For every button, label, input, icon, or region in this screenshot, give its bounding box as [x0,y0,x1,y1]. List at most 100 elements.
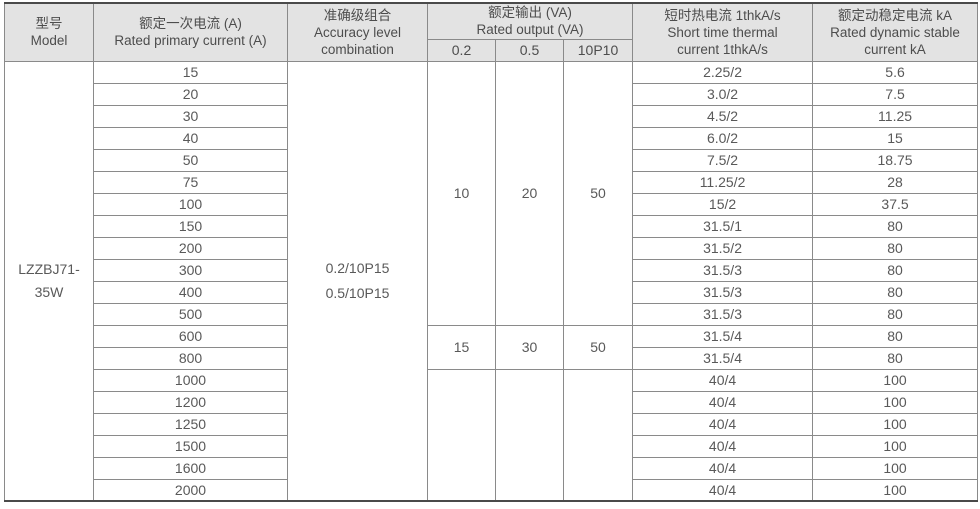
header-accuracy-en1: Accuracy level [313,24,402,40]
thermal-current-cell: 3.0/2 [632,82,814,106]
table-row: 800 31.5/4 80 [5,346,979,370]
table-row: 20 3.0/2 7.5 [5,82,979,106]
header-rated-output-en: Rated output (VA) [476,22,584,38]
dynamic-current-cell: 80 [812,280,979,304]
primary-current-cell: 2000 [93,478,288,502]
header-primary-current-en: Rated primary current (A) [114,33,267,49]
header-output-0-5: 0.5 [495,38,564,62]
dynamic-current-cell: 100 [812,434,979,458]
table-header: 型号 Model 额定一次电流 (A) Rated primary curren… [4,2,979,62]
output-cell-10P10 [562,368,634,502]
primary-current-cell: 1600 [93,456,288,480]
header-model-en: Model [30,33,68,49]
header-thermal-zh: 短时热电流 1thkA/s [664,7,781,23]
primary-current-cell: 75 [93,170,288,194]
header-dynamic-zh: 额定动稳定电流 kA [838,7,953,23]
table-row: 75 11.25/2 28 [5,170,979,194]
dynamic-current-cell: 100 [812,368,979,392]
dynamic-current-cell: 100 [812,390,979,414]
dynamic-current-cell: 100 [812,478,979,502]
dynamic-current-cell: 15 [812,126,979,150]
accuracy-cell: 0.2/10P15 0.5/10P15 [287,60,428,502]
header-output-0-2: 0.2 [427,38,496,62]
header-dynamic-en2: current kA [864,41,926,57]
output-cell-0.5 [495,368,564,502]
primary-current-cell: 100 [93,192,288,216]
thermal-current-cell: 31.5/4 [632,324,814,348]
table-row: LZZBJ71- 35W 15 0.2/10P15 0.5/10P15 10 20 50 2… [4,60,979,502]
table-row: 300 31.5/3 80 [5,258,979,282]
dynamic-current-cell: 80 [812,302,979,326]
header-accuracy-zh: 准确级组合 [323,7,392,23]
thermal-current-cell: 40/4 [632,478,814,502]
dynamic-current-cell: 18.75 [812,148,979,172]
output-cell-0.5: 20 [495,60,564,326]
dynamic-current-cell: 37.5 [812,192,979,216]
model-cell: LZZBJ71- 35W [4,60,94,502]
dynamic-current-cell: 80 [812,236,979,260]
thermal-current-cell: 2.25/2 [632,60,814,84]
thermal-current-cell: 40/4 [632,434,814,458]
output-cell-10P10: 50 [562,60,634,326]
table-row: 2000 40/4 100 [5,478,979,502]
output-cell-0.2 [427,368,496,502]
header-accuracy-en2: combination [321,41,394,57]
output-cell-0.5: 30 [495,324,564,370]
primary-current-cell: 400 [93,280,288,304]
header-dynamic-en1: Rated dynamic stable [830,24,960,40]
table-row: 200 31.5/2 80 [5,236,979,260]
table-row: 1500 40/4 100 [5,434,979,458]
primary-current-cell: 50 [93,148,288,172]
primary-current-cell: 150 [93,214,288,238]
primary-current-cell: 500 [93,302,288,326]
thermal-current-cell: 40/4 [632,412,814,436]
dynamic-current-cell: 100 [812,412,979,436]
header-model-zh: 型号 [35,16,63,32]
header-dynamic: 额定动稳定电流 kA Rated dynamic stable current … [812,2,979,62]
header-thermal-en2: current 1thkA/s [677,41,768,57]
primary-current-cell: 40 [93,126,288,150]
table-row: 100 15/2 37.5 [5,192,979,216]
primary-current-cell: 30 [93,104,288,128]
header-primary-current-zh: 额定一次电流 (A) [139,16,242,32]
primary-current-cell: 15 [93,60,288,84]
dynamic-current-cell: 80 [812,258,979,282]
thermal-current-cell: 40/4 [632,456,814,480]
table-row: 50 7.5/2 18.75 [5,148,979,172]
primary-current-cell: 600 [93,324,288,348]
header-thermal-en1: Short time thermal [667,24,778,40]
table-row: 30 4.5/2 11.25 [5,104,979,128]
dynamic-current-cell: 80 [812,214,979,238]
primary-current-cell: 1500 [93,434,288,458]
primary-current-cell: 300 [93,258,288,282]
primary-current-cell: 1250 [93,412,288,436]
thermal-current-cell: 15/2 [632,192,814,216]
primary-current-cell: 800 [93,346,288,370]
header-rated-output: 额定输出 (VA) Rated output (VA) [426,2,634,40]
output-cell-0.2: 10 [427,60,496,326]
output-cell-0.2: 15 [427,324,496,370]
table-row: 150 31.5/1 80 [5,214,979,238]
thermal-current-cell: 7.5/2 [632,148,814,172]
thermal-current-cell: 11.25/2 [632,170,814,194]
thermal-current-cell: 31.5/4 [632,346,814,370]
thermal-current-cell: 40/4 [632,368,814,392]
table-row: 400 31.5/3 80 [5,280,979,304]
dynamic-current-cell: 5.6 [812,60,979,84]
header-model: 型号 Model [4,2,94,62]
header-output-10p10: 10P10 [562,38,634,62]
thermal-current-cell: 31.5/1 [632,214,814,238]
thermal-current-cell: 31.5/2 [632,236,814,260]
dynamic-current-cell: 100 [812,456,979,480]
thermal-current-cell: 6.0/2 [632,126,814,150]
primary-current-cell: 200 [93,236,288,260]
dynamic-current-cell: 80 [812,346,979,370]
table-row: 600 15 30 50 31.5/4 80 [5,324,979,370]
dynamic-current-cell: 80 [812,324,979,348]
thermal-current-cell: 40/4 [632,390,814,414]
primary-current-cell: 1200 [93,390,288,414]
header-rated-output-zh: 额定输出 (VA) [488,5,572,21]
dynamic-current-cell: 28 [812,170,979,194]
table-row: 1250 40/4 100 [5,412,979,436]
